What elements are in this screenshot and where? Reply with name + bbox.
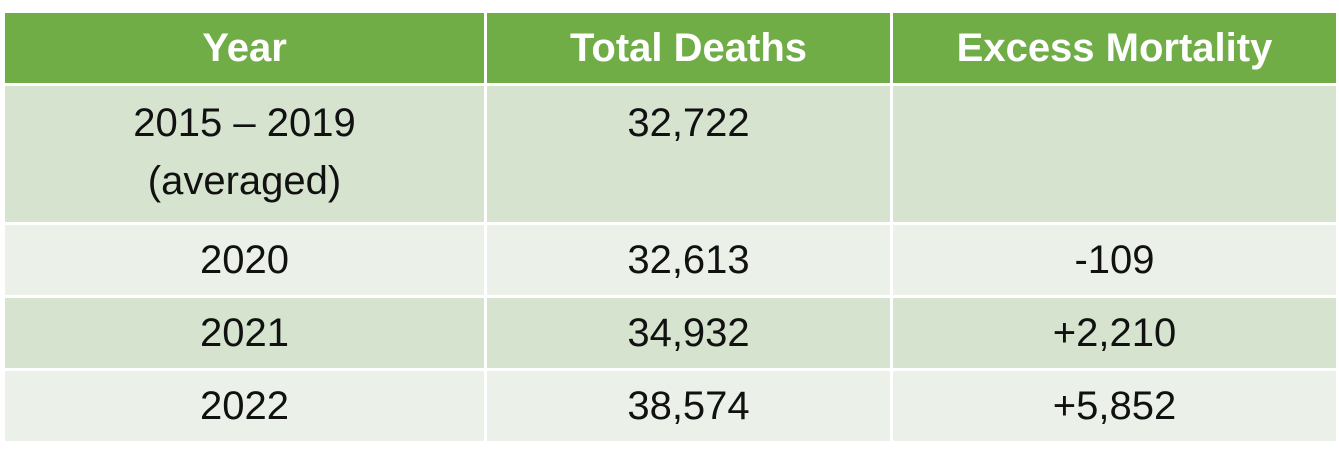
cell-excess-mortality: -109 bbox=[890, 222, 1339, 298]
cell-excess-mortality bbox=[890, 83, 1339, 225]
header-year: Year bbox=[2, 10, 487, 86]
year-line-2: (averaged) bbox=[147, 159, 342, 203]
mortality-table-container: Year Total Deaths Excess Mortality 2015 … bbox=[2, 10, 1339, 444]
year-line-1: 2015 – 2019 bbox=[133, 101, 356, 145]
table-row: 2015 – 2019 (averaged) 32,722 bbox=[2, 83, 1339, 225]
mortality-table: Year Total Deaths Excess Mortality 2015 … bbox=[2, 10, 1339, 444]
cell-year: 2015 – 2019 (averaged) bbox=[2, 83, 487, 225]
header-total-deaths: Total Deaths bbox=[484, 10, 893, 86]
table-header-row: Year Total Deaths Excess Mortality bbox=[2, 10, 1339, 86]
cell-total-deaths: 38,574 bbox=[484, 368, 893, 444]
cell-total-deaths: 34,932 bbox=[484, 295, 893, 371]
table-row: 2020 32,613 -109 bbox=[2, 222, 1339, 298]
header-excess-mortality: Excess Mortality bbox=[890, 10, 1339, 86]
cell-year: 2021 bbox=[2, 295, 487, 371]
table-row: 2022 38,574 +5,852 bbox=[2, 368, 1339, 444]
table-row: 2021 34,932 +2,210 bbox=[2, 295, 1339, 371]
cell-total-deaths: 32,722 bbox=[484, 83, 893, 225]
cell-year: 2020 bbox=[2, 222, 487, 298]
cell-excess-mortality: +5,852 bbox=[890, 368, 1339, 444]
cell-year: 2022 bbox=[2, 368, 487, 444]
cell-total-deaths: 32,613 bbox=[484, 222, 893, 298]
cell-excess-mortality: +2,210 bbox=[890, 295, 1339, 371]
